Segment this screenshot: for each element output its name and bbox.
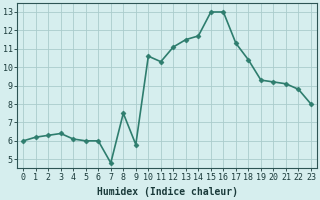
X-axis label: Humidex (Indice chaleur): Humidex (Indice chaleur) [97, 187, 237, 197]
